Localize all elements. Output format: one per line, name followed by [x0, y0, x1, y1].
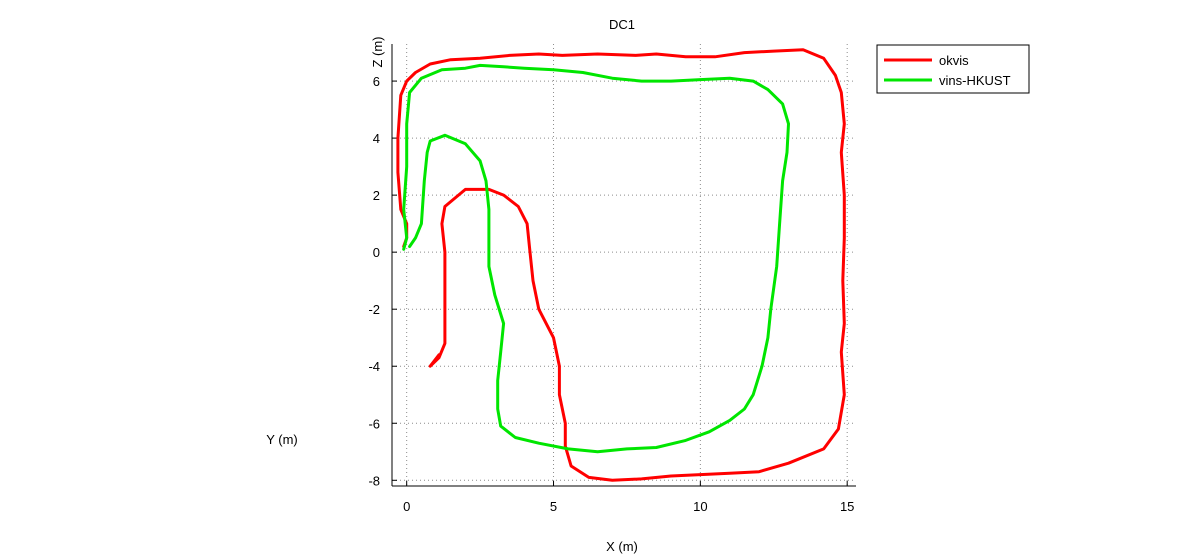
grid: [392, 44, 856, 486]
x-tick-label: 5: [550, 499, 557, 514]
legend: okvis vins-HKUST: [876, 44, 1030, 94]
y-tick-label: 0: [373, 245, 380, 260]
legend-label: vins-HKUST: [939, 73, 1011, 88]
x-tick-labels: 0 5 10 15: [403, 499, 854, 514]
series-lines: [396, 48, 846, 482]
axes: [391, 44, 856, 487]
x-axis-label: X (m): [606, 539, 638, 554]
y-tick-labels: -8 -6 -4 -2 0 2 4 6: [368, 74, 380, 488]
y-tick-label: 6: [373, 74, 380, 89]
y-tick-label: -8: [368, 473, 380, 488]
legend-label: okvis: [939, 53, 969, 68]
y-axis-label: Y (m): [266, 432, 298, 447]
x-tick-label: 0: [403, 499, 410, 514]
y-tick-label: -6: [368, 416, 380, 431]
y-tick-label: -2: [368, 302, 380, 317]
z-axis-label: Z (m): [370, 36, 385, 67]
series-line-okvis: [396, 48, 846, 482]
legend-box: [876, 44, 1030, 94]
y-tick-label: 4: [373, 131, 380, 146]
chart-title: DC1: [609, 17, 635, 32]
x-tick-label: 10: [693, 499, 707, 514]
y-tick-label: -4: [368, 359, 380, 374]
x-tick-label: 15: [840, 499, 854, 514]
y-tick-label: 2: [373, 188, 380, 203]
series-line-vins-hkust: [402, 63, 790, 454]
